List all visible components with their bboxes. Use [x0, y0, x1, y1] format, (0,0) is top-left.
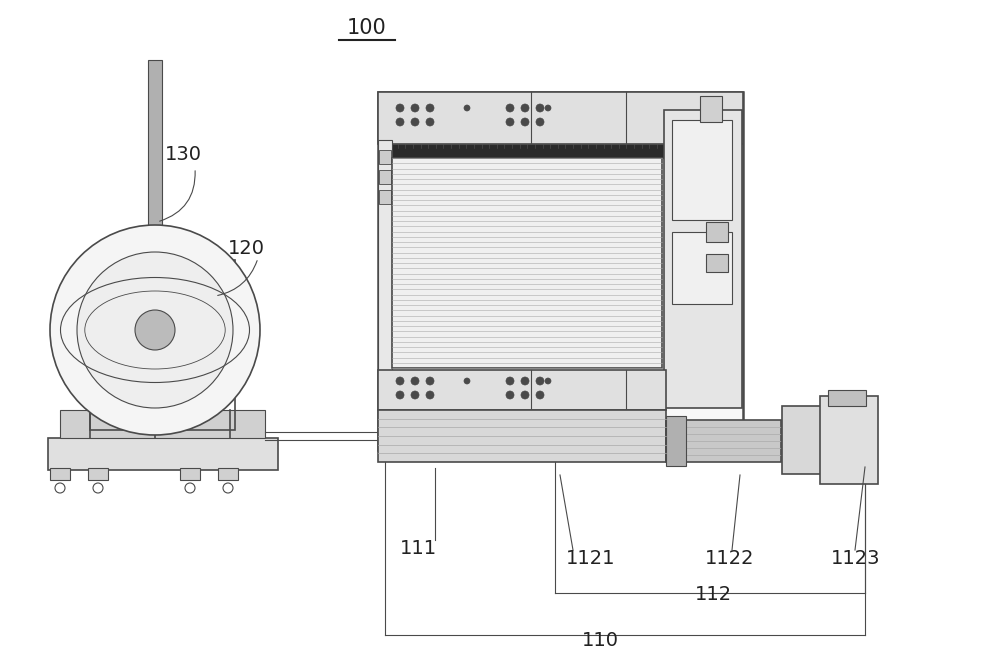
- Circle shape: [521, 118, 529, 126]
- Bar: [50, 468, 70, 480]
- Bar: [378, 370, 666, 410]
- Text: 112: 112: [694, 585, 732, 603]
- Bar: [90, 260, 235, 430]
- Circle shape: [411, 377, 419, 385]
- Bar: [828, 390, 866, 406]
- Circle shape: [411, 391, 419, 399]
- Circle shape: [396, 118, 404, 126]
- Bar: [782, 406, 867, 474]
- Circle shape: [506, 104, 514, 112]
- Bar: [148, 60, 162, 425]
- Bar: [180, 468, 200, 480]
- Bar: [378, 140, 392, 412]
- Circle shape: [536, 377, 544, 385]
- Bar: [88, 468, 108, 480]
- Bar: [379, 190, 391, 204]
- Circle shape: [464, 105, 470, 111]
- Circle shape: [536, 104, 544, 112]
- Text: 110: 110: [582, 630, 618, 650]
- Bar: [378, 410, 666, 462]
- Text: 111: 111: [399, 538, 437, 558]
- Text: 120: 120: [228, 239, 264, 257]
- Circle shape: [426, 391, 434, 399]
- Circle shape: [536, 118, 544, 126]
- Circle shape: [506, 118, 514, 126]
- Circle shape: [77, 252, 233, 408]
- Bar: [392, 158, 662, 368]
- Bar: [390, 144, 695, 158]
- Circle shape: [545, 378, 551, 384]
- Text: 1121: 1121: [566, 548, 616, 567]
- Circle shape: [536, 391, 544, 399]
- Text: 100: 100: [347, 18, 387, 38]
- Circle shape: [396, 377, 404, 385]
- Bar: [218, 468, 238, 480]
- Circle shape: [50, 225, 260, 435]
- Circle shape: [411, 104, 419, 112]
- Bar: [706, 254, 728, 272]
- Circle shape: [464, 378, 470, 384]
- Bar: [666, 416, 686, 466]
- Bar: [672, 120, 732, 220]
- Bar: [378, 92, 743, 144]
- Text: 130: 130: [164, 146, 202, 165]
- Circle shape: [521, 104, 529, 112]
- Circle shape: [506, 391, 514, 399]
- Bar: [664, 110, 742, 408]
- Bar: [379, 170, 391, 184]
- Circle shape: [411, 118, 419, 126]
- Bar: [379, 150, 391, 164]
- Bar: [672, 232, 732, 304]
- Circle shape: [135, 310, 175, 350]
- Text: 1123: 1123: [831, 548, 881, 567]
- Circle shape: [426, 118, 434, 126]
- Bar: [666, 420, 781, 462]
- Bar: [60, 410, 265, 438]
- Circle shape: [396, 104, 404, 112]
- Circle shape: [396, 391, 404, 399]
- Circle shape: [506, 377, 514, 385]
- Bar: [706, 222, 728, 242]
- Circle shape: [521, 391, 529, 399]
- Bar: [820, 396, 878, 484]
- Circle shape: [426, 377, 434, 385]
- Text: 1122: 1122: [705, 548, 755, 567]
- Circle shape: [426, 104, 434, 112]
- Bar: [378, 92, 743, 450]
- Circle shape: [521, 377, 529, 385]
- Bar: [48, 438, 278, 470]
- Bar: [700, 96, 722, 122]
- Circle shape: [545, 105, 551, 111]
